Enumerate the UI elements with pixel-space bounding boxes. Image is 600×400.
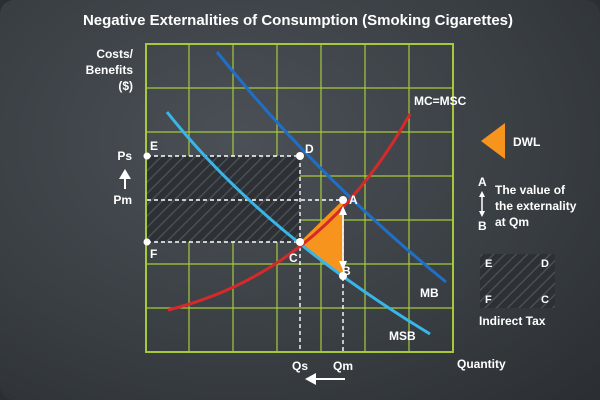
mc-msc-label: MC=MSC bbox=[414, 94, 467, 108]
pm-label: Pm bbox=[113, 193, 132, 207]
msb-label: MSB bbox=[389, 329, 416, 343]
externality-legend-text: The value of the externality at Qm bbox=[495, 183, 577, 229]
externality-arrow-head-up bbox=[339, 206, 347, 215]
tax-legend-c: C bbox=[541, 294, 549, 306]
y-axis-label: Costs/ Benefits ($) bbox=[86, 47, 134, 93]
svg-text:($): ($) bbox=[118, 79, 133, 93]
svg-text:Benefits: Benefits bbox=[86, 63, 134, 77]
externality-legend-arrow bbox=[479, 191, 485, 217]
tax-legend-label: Indirect Tax bbox=[479, 314, 546, 328]
dwl-legend-icon bbox=[481, 123, 505, 159]
point-e-label: E bbox=[150, 139, 158, 153]
externality-legend-a: A bbox=[478, 175, 487, 189]
externality-arrow-head-down bbox=[339, 261, 347, 270]
msb-curve bbox=[165, 111, 431, 336]
tax-legend-d: D bbox=[541, 258, 549, 270]
qm-label: Qm bbox=[333, 359, 353, 373]
grid bbox=[145, 43, 454, 353]
tax-legend-e: E bbox=[485, 258, 492, 270]
quantity-left-arrow bbox=[305, 373, 345, 385]
svg-text:The value of: The value of bbox=[495, 183, 566, 197]
ps-label: Ps bbox=[117, 149, 132, 163]
svg-text:Costs/: Costs/ bbox=[96, 47, 133, 61]
tax-area bbox=[147, 156, 300, 242]
dashed-guides bbox=[147, 155, 344, 352]
mc-msc-curve bbox=[167, 113, 412, 312]
qs-label: Qs bbox=[292, 359, 308, 373]
point-f-label: F bbox=[150, 247, 157, 261]
point-b-label: B bbox=[342, 264, 351, 278]
price-up-arrow bbox=[119, 169, 131, 189]
x-axis-label: Quantity bbox=[457, 357, 506, 371]
point-d-label: D bbox=[305, 142, 314, 156]
point-c-label: C bbox=[289, 251, 298, 265]
diagram-title: Negative Externalities of Consumption (S… bbox=[83, 12, 513, 29]
externality-legend-b: B bbox=[478, 219, 487, 233]
points bbox=[143, 152, 347, 280]
mb-label: MB bbox=[420, 286, 439, 300]
dwl-legend-label: DWL bbox=[513, 135, 540, 149]
mb-curve bbox=[215, 51, 447, 284]
point-a-label: A bbox=[349, 193, 358, 207]
svg-text:at Qm: at Qm bbox=[495, 215, 529, 229]
svg-text:the externality: the externality bbox=[495, 199, 577, 213]
tax-legend-f: F bbox=[485, 294, 492, 306]
tax-legend-box bbox=[480, 254, 555, 308]
